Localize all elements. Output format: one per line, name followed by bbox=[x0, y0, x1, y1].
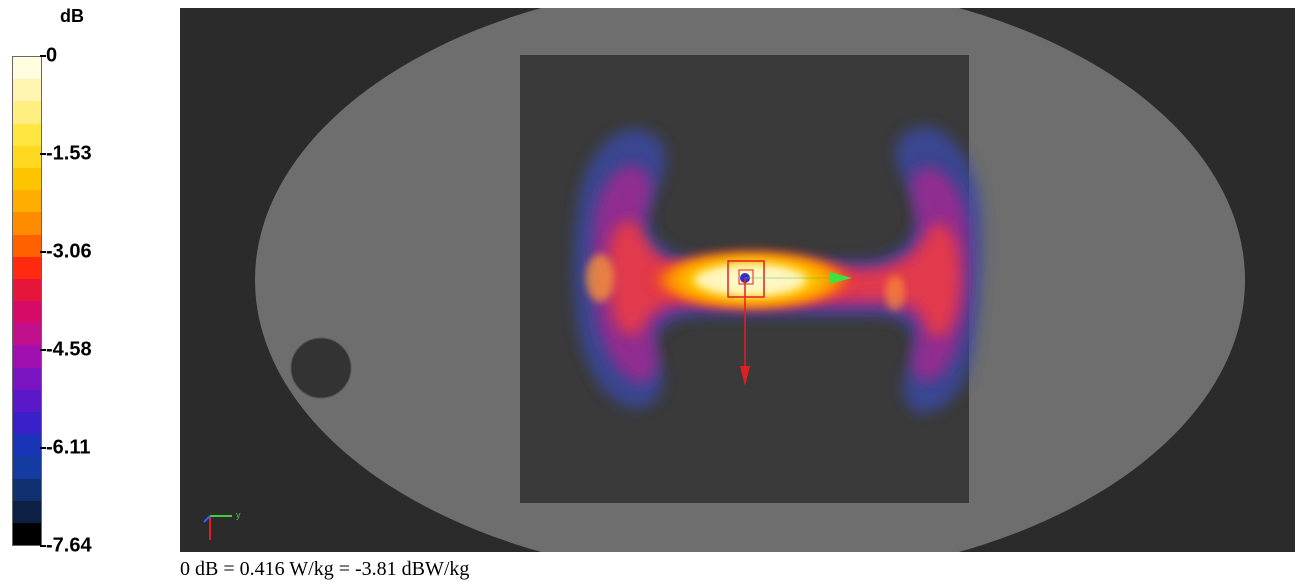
sar-lobe-left bbox=[586, 254, 614, 302]
legend-tick-label: -6.11 bbox=[46, 436, 91, 459]
legend-swatch bbox=[13, 145, 41, 168]
legend-swatch bbox=[13, 101, 41, 124]
legend-tick-mark bbox=[40, 153, 46, 156]
legend-swatch bbox=[13, 323, 41, 346]
sar-scan-viewport[interactable]: y bbox=[180, 8, 1295, 552]
legend-tick-label: -1.53 bbox=[46, 142, 92, 165]
legend-swatch bbox=[13, 167, 41, 191]
legend-swatch bbox=[13, 434, 41, 457]
legend-tick-label: -4.58 bbox=[46, 338, 92, 361]
legend-tick-label: 0 bbox=[46, 44, 58, 67]
probe-axis-arrow bbox=[740, 366, 750, 386]
sar-hotspot-core bbox=[695, 266, 805, 294]
legend-tick-mark bbox=[40, 55, 46, 57]
legend-swatch bbox=[13, 412, 41, 435]
legend-color-bar bbox=[12, 56, 42, 546]
axis-triad: y bbox=[203, 510, 241, 540]
legend-swatch bbox=[13, 57, 41, 80]
max-marker-outer-box bbox=[727, 260, 765, 298]
legend-swatch bbox=[13, 234, 41, 257]
axis-x-line bbox=[203, 515, 211, 523]
axis-y-label: y bbox=[236, 510, 241, 520]
legend-swatch bbox=[13, 367, 41, 390]
legend-swatch bbox=[13, 522, 41, 546]
legend-tick-mark bbox=[40, 251, 46, 254]
sar-distribution bbox=[573, 126, 983, 413]
legend-tick-label: -7.64 bbox=[46, 534, 92, 557]
probe-y-arrow bbox=[830, 272, 852, 284]
max-marker-inner-box bbox=[738, 269, 754, 285]
legend-swatch bbox=[13, 389, 41, 412]
legend-swatch bbox=[13, 500, 41, 523]
legend-swatch bbox=[13, 456, 41, 479]
legend-swatch bbox=[13, 301, 41, 324]
legend-swatch bbox=[13, 478, 41, 501]
legend-tick-mark bbox=[40, 446, 46, 449]
legend-swatch bbox=[13, 123, 41, 146]
color-legend: dB 0 -1.53 -3.06 -4.58 -6.11 -7.64 bbox=[0, 0, 170, 560]
legend-tick-mark bbox=[40, 545, 46, 547]
legend-swatch bbox=[13, 190, 41, 213]
legend-swatch bbox=[13, 345, 41, 368]
max-point-marker bbox=[727, 260, 852, 386]
legend-swatch bbox=[13, 256, 41, 279]
sar-scan-graphic: y bbox=[203, 8, 1245, 552]
reference-caption: 0 dB = 0.416 W/kg = -3.81 dBW/kg bbox=[180, 558, 470, 580]
legend-tick-mark bbox=[40, 348, 46, 351]
sar-lobe-right bbox=[885, 275, 905, 311]
legend-tick-label: -3.06 bbox=[46, 240, 92, 263]
legend-unit-label: dB bbox=[60, 6, 84, 26]
legend-swatch bbox=[13, 278, 41, 302]
legend-swatch bbox=[13, 79, 41, 102]
legend-swatch bbox=[13, 212, 41, 235]
phantom-hole bbox=[290, 337, 352, 399]
